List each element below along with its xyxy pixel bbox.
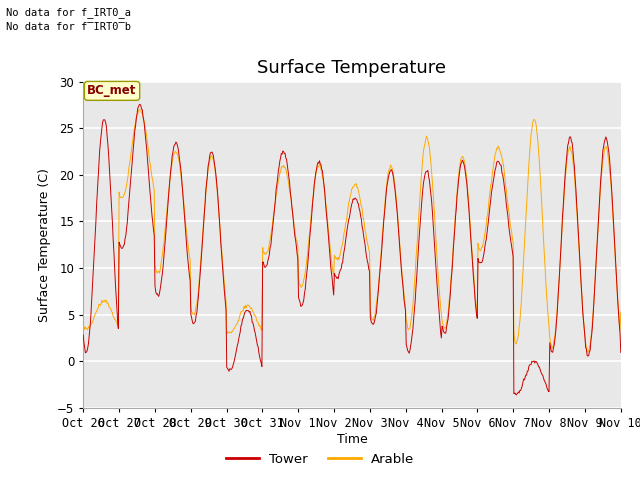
Text: No data for f̅IRT0̅b: No data for f̅IRT0̅b (6, 22, 131, 32)
Title: Surface Temperature: Surface Temperature (257, 59, 447, 77)
Text: No data for f_IRT0_a: No data for f_IRT0_a (6, 7, 131, 18)
X-axis label: Time: Time (337, 433, 367, 446)
Y-axis label: Surface Temperature (C): Surface Temperature (C) (38, 168, 51, 322)
Legend: Tower, Arable: Tower, Arable (220, 447, 420, 471)
Text: BC_met: BC_met (88, 84, 137, 97)
